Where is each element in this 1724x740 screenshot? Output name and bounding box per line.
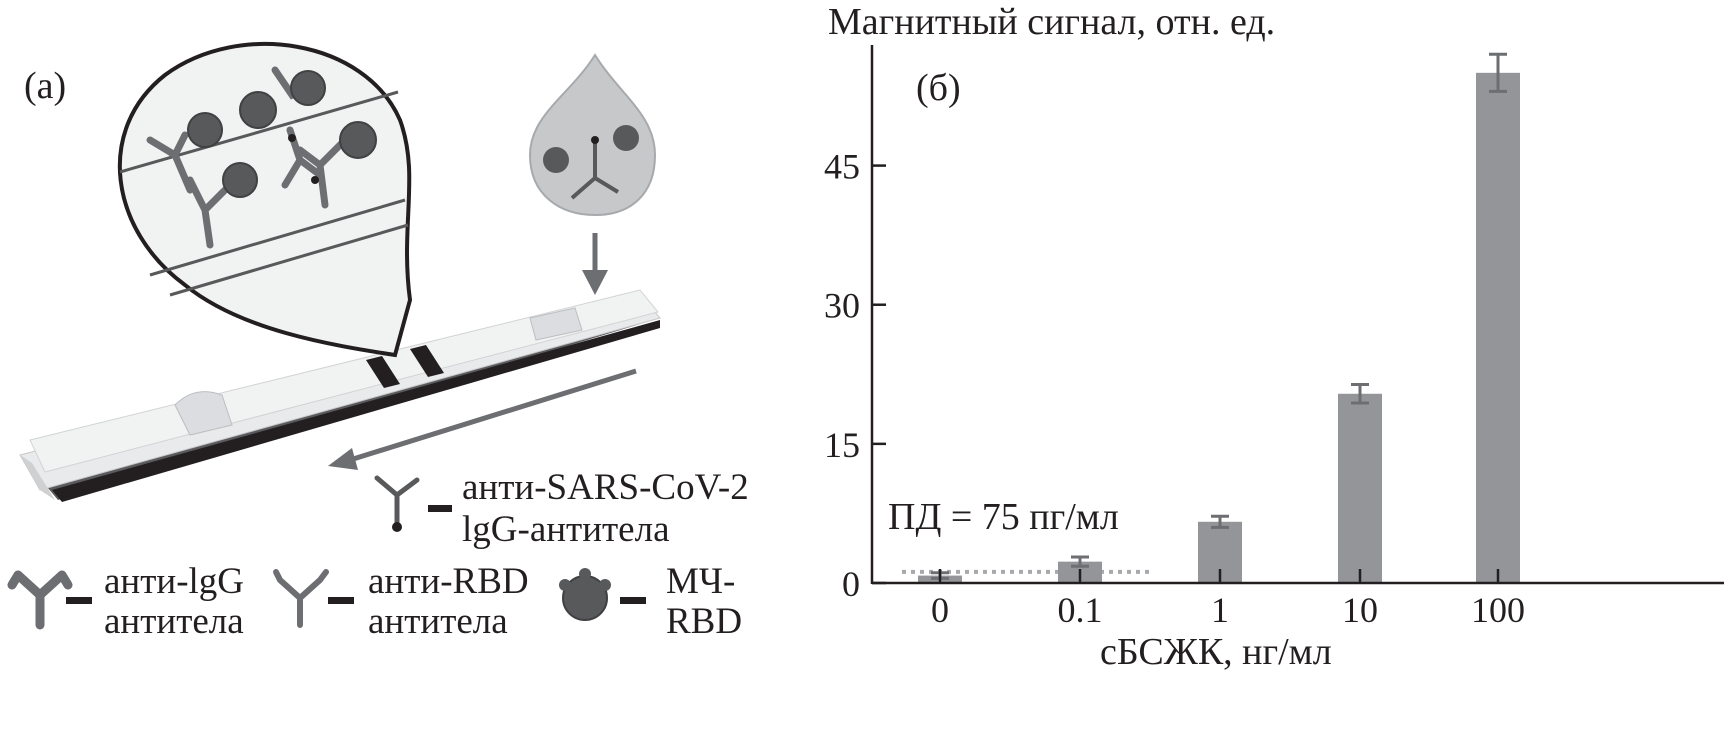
legend-rbd-line-2: антитела: [368, 601, 508, 642]
flow-arrow: [328, 368, 637, 470]
magnetic-particle-rbd-icon: [559, 568, 611, 621]
x-tick-label: 100: [1471, 590, 1525, 630]
magnifier-bubble: [118, 41, 413, 358]
y-tick-label: 15: [824, 425, 860, 465]
legend-dash-mp: [620, 597, 646, 604]
legend-mp-line-2: RBD: [666, 601, 743, 642]
test-strip: [19, 289, 661, 502]
legend-sars-line-2: lgG-антитела: [462, 509, 670, 550]
y-tick-label: 30: [824, 286, 860, 326]
legend-mp-line-1: МЧ-: [666, 561, 736, 602]
bar: [1476, 72, 1520, 584]
anti-rbd-antibody-icon: [273, 569, 329, 628]
bar: [1338, 393, 1382, 583]
panel-b-label: (б): [916, 67, 961, 109]
test-line: [410, 345, 444, 377]
x-tick-label: 10: [1342, 590, 1378, 630]
sample-drop: [528, 53, 657, 217]
legend-igg-line-2: антитела: [104, 601, 244, 642]
anti-sars-cov-2-antibody-icon: [374, 475, 420, 532]
control-line: [366, 356, 400, 388]
y-axis-title: Магнитный сигнал, отн. ед.: [828, 1, 1276, 43]
y-tick-label: 0: [842, 564, 860, 604]
x-axis-title: сБСЖК, нг/мл: [1100, 631, 1332, 673]
down-arrow: [582, 233, 608, 295]
legend-rbd-line-1: анти-RBD: [368, 561, 529, 602]
x-tick-label: 0.1: [1058, 590, 1103, 630]
lod-annotation: ПД = 75 пг/мл: [888, 496, 1119, 538]
anti-igg-antibody-icon: [7, 570, 73, 630]
panel-a-label: (а): [24, 65, 67, 107]
legend-igg-line-1: анти-lgG: [104, 561, 245, 602]
legend-dash-sars: [428, 505, 452, 512]
legend-sars-line-1: анти-SARS-CoV-2: [462, 467, 749, 508]
x-tick-label: 1: [1211, 590, 1229, 630]
y-tick-label: 45: [824, 147, 860, 187]
lateral-flow-illustration: [7, 41, 661, 630]
legend-dash-igg: [66, 597, 92, 604]
legend-dash-rbd: [328, 597, 354, 604]
x-tick-label: 0: [931, 590, 949, 630]
